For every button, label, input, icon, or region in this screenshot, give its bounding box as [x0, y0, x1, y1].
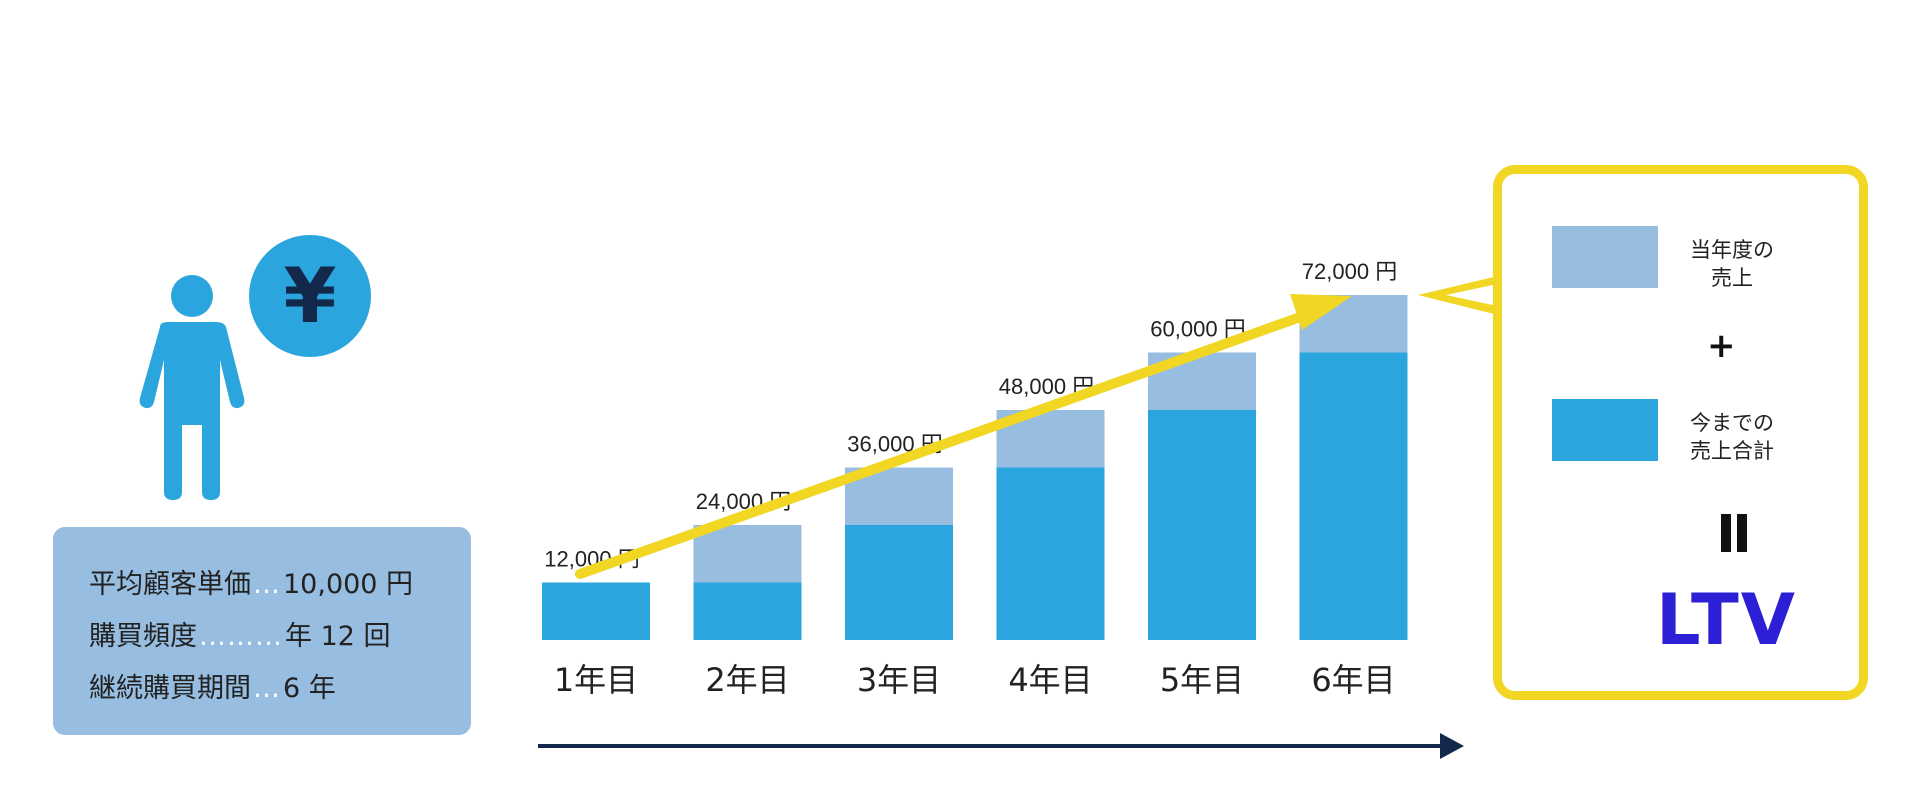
stat-row-average-price: 平均顧客単価…10,000 円 — [89, 562, 413, 601]
person-icon — [139, 275, 245, 500]
category-label-2: 2年目 — [705, 661, 789, 699]
stat-value: 6 年 — [283, 673, 336, 704]
legend-swatch-cumulative — [1552, 399, 1658, 461]
equals-bar-left — [1721, 514, 1731, 552]
legend-swatch-current-year — [1552, 226, 1658, 288]
callout-pointer-inner — [1446, 283, 1502, 307]
category-label-1: 1年目 — [554, 661, 638, 699]
bar-cumulative-3 — [845, 525, 953, 640]
category-label-5: 5年目 — [1160, 661, 1244, 699]
ltv-label: LTV — [1656, 579, 1797, 661]
stat-value: 年 12 回 — [285, 621, 391, 652]
trend-arrow — [575, 294, 1352, 579]
equals-bar-right — [1737, 514, 1747, 552]
bar-cumulative-4 — [996, 467, 1105, 640]
stat-value: 10,000 円 — [283, 569, 414, 600]
bar-chart — [542, 295, 1408, 640]
yen-coin-icon: ¥ — [249, 235, 371, 357]
coin-symbol: ¥ — [284, 251, 337, 340]
category-label-6: 6年目 — [1311, 661, 1395, 699]
bar-cumulative-2 — [693, 582, 802, 640]
plus-sign: + — [1707, 326, 1736, 366]
ltv-legend-box: 当年度の 売上 + 今までの 売上合計 LTV — [1493, 165, 1868, 700]
legend-label-line: 売上合計 — [1690, 439, 1774, 463]
customer-stats-box: 平均顧客単価…10,000 円 購買頻度………年 12 回 継続購買期間…6 年 — [53, 527, 471, 735]
bar-cumulative-6 — [1299, 352, 1408, 640]
bar-current-year-2 — [693, 525, 802, 583]
leader-dots: … — [253, 673, 281, 704]
legend-label-current-year: 当年度の 売上 — [1677, 236, 1787, 292]
bar-cumulative-1 — [542, 582, 650, 640]
leader-dots: ……… — [199, 621, 283, 652]
legend-label-line: 売上 — [1711, 266, 1753, 290]
legend-label-cumulative: 今までの 売上合計 — [1677, 409, 1787, 465]
legend-label-line: 当年度の — [1690, 238, 1774, 262]
bar-cumulative-5 — [1148, 410, 1256, 640]
stat-label: 平均顧客単価 — [89, 569, 251, 600]
legend-label-line: 今までの — [1690, 411, 1774, 435]
stat-label: 購買頻度 — [89, 621, 197, 652]
stat-label: 継続購買期間 — [89, 673, 251, 704]
total-label-6: 72,000 円 — [1302, 259, 1397, 284]
category-label-4: 4年目 — [1008, 661, 1092, 699]
time-axis-arrow — [538, 733, 1464, 759]
stat-row-retention-period: 継続購買期間…6 年 — [89, 666, 336, 705]
category-label-3: 3年目 — [857, 661, 941, 699]
stat-row-purchase-frequency: 購買頻度………年 12 回 — [89, 614, 391, 653]
leader-dots: … — [253, 569, 281, 600]
